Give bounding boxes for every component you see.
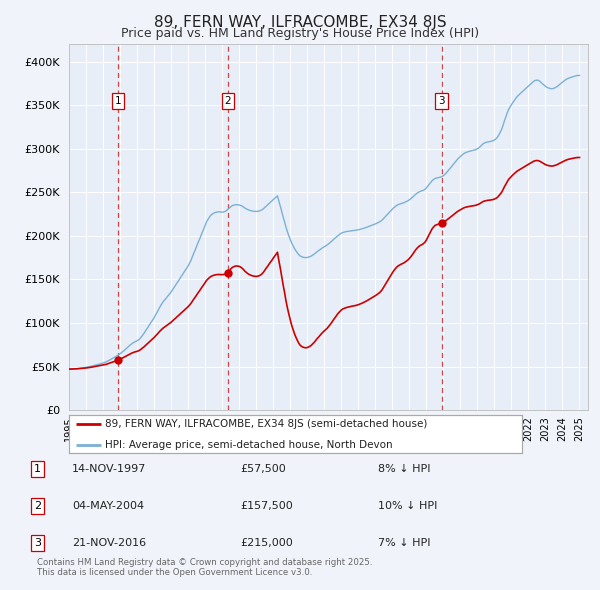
Text: 2: 2	[224, 96, 231, 106]
Text: 10% ↓ HPI: 10% ↓ HPI	[378, 501, 437, 510]
Text: 3: 3	[439, 96, 445, 106]
Text: 2: 2	[34, 501, 41, 510]
Text: 21-NOV-2016: 21-NOV-2016	[72, 538, 146, 548]
Text: £57,500: £57,500	[240, 464, 286, 474]
Text: £157,500: £157,500	[240, 501, 293, 510]
Text: HPI: Average price, semi-detached house, North Devon: HPI: Average price, semi-detached house,…	[105, 440, 393, 450]
Text: 7% ↓ HPI: 7% ↓ HPI	[378, 538, 431, 548]
Text: 1: 1	[115, 96, 121, 106]
Text: 3: 3	[34, 538, 41, 548]
Text: 14-NOV-1997: 14-NOV-1997	[72, 464, 146, 474]
Text: 1: 1	[34, 464, 41, 474]
Text: 89, FERN WAY, ILFRACOMBE, EX34 8JS: 89, FERN WAY, ILFRACOMBE, EX34 8JS	[154, 15, 446, 30]
Text: 04-MAY-2004: 04-MAY-2004	[72, 501, 144, 510]
Text: 89, FERN WAY, ILFRACOMBE, EX34 8JS (semi-detached house): 89, FERN WAY, ILFRACOMBE, EX34 8JS (semi…	[105, 419, 428, 430]
Text: 8% ↓ HPI: 8% ↓ HPI	[378, 464, 431, 474]
Text: Contains HM Land Registry data © Crown copyright and database right 2025.
This d: Contains HM Land Registry data © Crown c…	[37, 558, 373, 577]
Text: Price paid vs. HM Land Registry's House Price Index (HPI): Price paid vs. HM Land Registry's House …	[121, 27, 479, 40]
Text: £215,000: £215,000	[240, 538, 293, 548]
